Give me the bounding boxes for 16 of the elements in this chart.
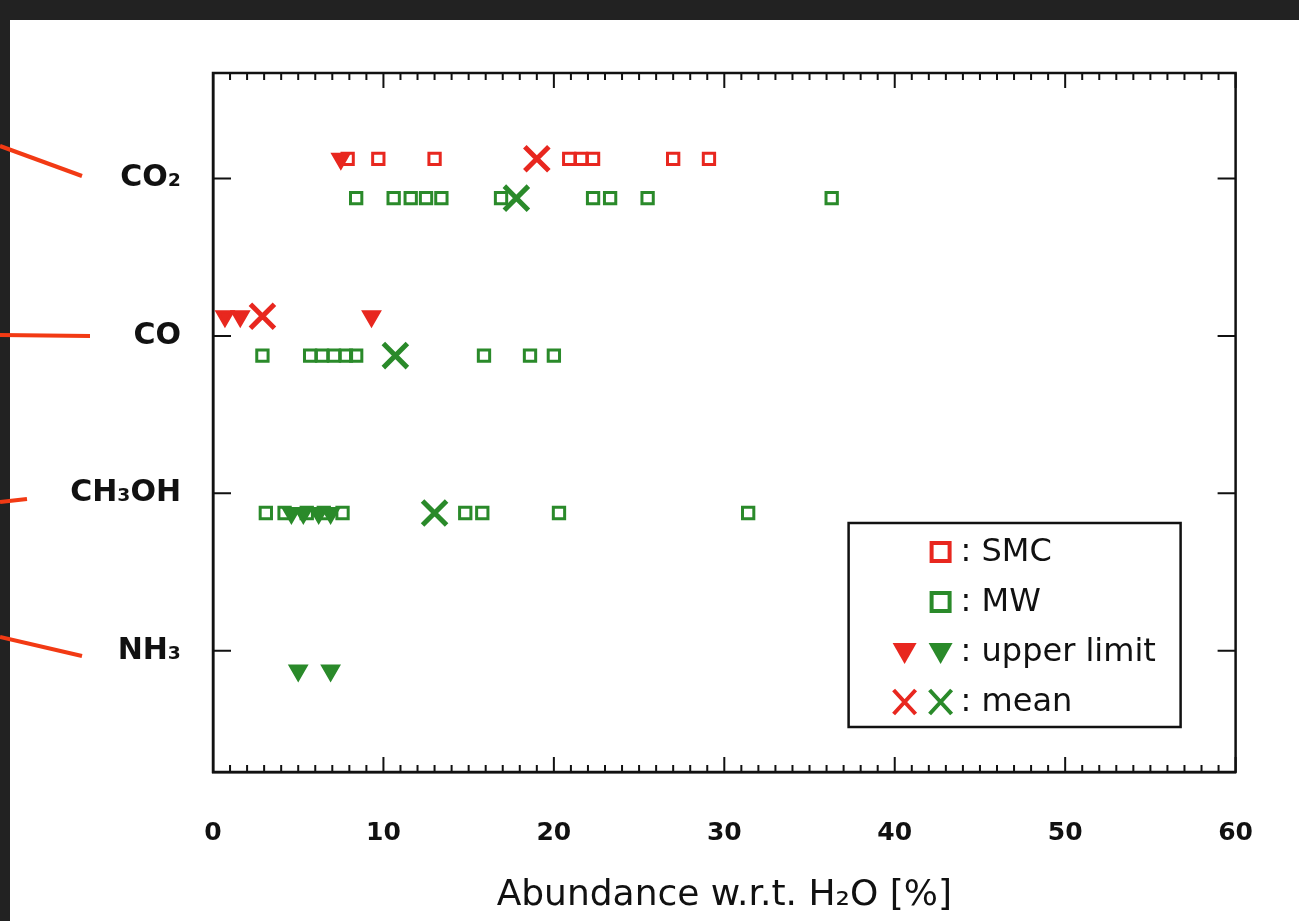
- x-tick-label: 30: [706, 816, 742, 846]
- x-tick-label: 10: [366, 816, 401, 846]
- legend-label: : SMC: [960, 531, 1052, 570]
- legend-label: : mean: [960, 681, 1073, 720]
- legend-label: : MW: [960, 581, 1041, 620]
- x-tick-label: 0: [204, 816, 222, 846]
- x-tick-label: 50: [1047, 816, 1083, 846]
- y-tick-label: CO: [133, 315, 181, 351]
- x-tick-label: 40: [877, 816, 913, 846]
- y-tick-label: NH₃: [117, 630, 181, 666]
- legend-label: : upper limit: [960, 631, 1156, 670]
- y-tick-label: CH₃OH: [70, 473, 181, 509]
- x-axis-title: Abundance w.r.t. H₂O [%]: [496, 871, 952, 913]
- x-tick-label: 60: [1218, 816, 1253, 846]
- x-tick-label: 20: [536, 816, 572, 846]
- y-tick-label: CO₂: [120, 158, 181, 194]
